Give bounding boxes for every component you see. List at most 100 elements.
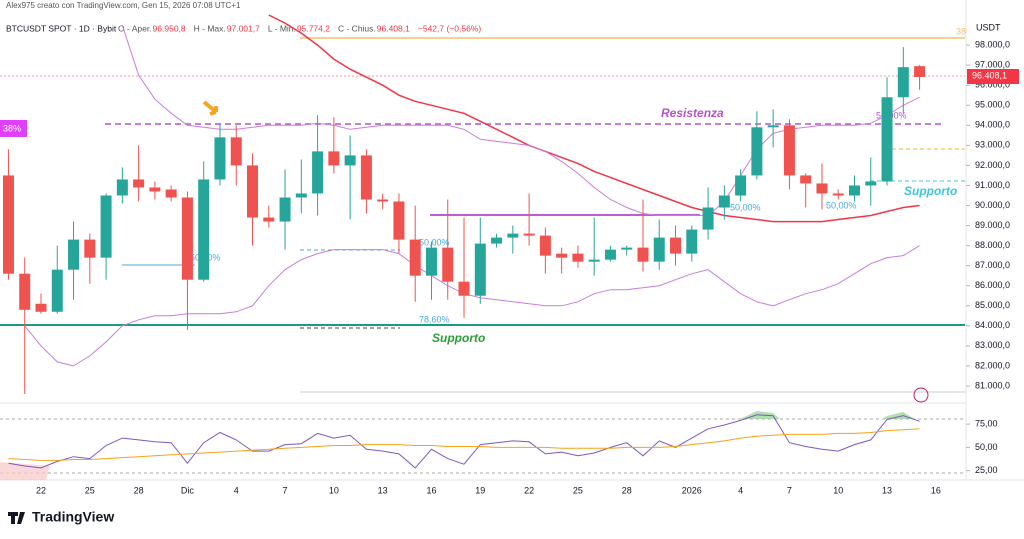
price-box — [967, 69, 1019, 84]
x-tick-label: 10 — [833, 485, 843, 495]
candle-body — [409, 239, 421, 276]
line — [24, 245, 920, 367]
candle-body — [133, 179, 145, 188]
candle-body — [35, 303, 47, 312]
ohlc-change: −542,7 (−0,56%) — [418, 23, 481, 33]
ohlc-value: 96.408,1 — [377, 23, 410, 33]
x-tick-label: 13 — [378, 485, 388, 495]
candle-body — [686, 229, 698, 254]
candle-body — [442, 247, 454, 282]
y-tick-label: 82.000,0 — [975, 360, 1010, 370]
author: Alex975 creato con TradingView.com, Gen … — [6, 1, 241, 10]
candle-body — [491, 237, 503, 244]
y-tick-label: 93.000,0 — [975, 140, 1010, 150]
label-box — [0, 120, 27, 137]
candle-body — [865, 181, 877, 186]
annotation: 50,00% — [730, 202, 761, 212]
candle-body — [702, 207, 714, 230]
currency: USDT — [976, 22, 1001, 32]
candle-body — [279, 197, 291, 222]
candle-body — [295, 193, 307, 198]
x-tick-label: 4 — [738, 485, 743, 495]
x-tick-label: 7 — [787, 485, 792, 495]
candle-body — [68, 239, 80, 270]
annotation: 38% — [3, 123, 21, 133]
candle-body — [637, 247, 649, 262]
y-tick-label: 86.000,0 — [975, 280, 1010, 290]
ohlc-value: 97.001,7 — [227, 23, 260, 33]
x-tick-label: 10 — [329, 485, 339, 495]
symbol: BTCUSDT SPOT · 1D · Bybit — [6, 23, 117, 33]
candle-body — [523, 233, 535, 236]
candle-body — [312, 151, 324, 194]
x-tick-label: 2026 — [682, 485, 702, 495]
candle-body — [670, 237, 682, 254]
candle-body — [328, 151, 340, 166]
candle-body — [214, 137, 226, 180]
ohlc-value: 96.950,8 — [153, 23, 186, 33]
candle-body — [881, 97, 893, 182]
icon — [913, 387, 929, 403]
candle-body — [897, 67, 909, 98]
candle-body — [767, 125, 779, 128]
x-tick-label: 4 — [234, 485, 239, 495]
candle-body — [377, 199, 389, 202]
y-tick-label: 50,00 — [975, 442, 998, 452]
x-tick-label: 25 — [85, 485, 95, 495]
x-tick-label: 16 — [931, 485, 941, 495]
candle-body — [507, 233, 519, 238]
candle-body — [653, 237, 665, 262]
x-tick-label: Dic — [181, 485, 194, 495]
ohlc-label: C - Chius. — [338, 23, 376, 33]
candle-body — [816, 183, 828, 194]
last-price: 96.408,1 — [972, 70, 1007, 80]
candle-body — [735, 175, 747, 196]
logo: TradingView — [32, 509, 114, 525]
candle-body — [556, 253, 568, 258]
y-tick-label: 95.000,0 — [975, 100, 1010, 110]
y-tick-label: 90.000,0 — [975, 200, 1010, 210]
ohlc-label: L - Min. — [268, 23, 296, 33]
candle-body — [751, 127, 763, 176]
candle-body — [84, 239, 96, 258]
y-tick-label: 87.000,0 — [975, 260, 1010, 270]
candle-body — [832, 193, 844, 196]
annotation: 38 — [956, 26, 966, 36]
y-tick-label: 25,00 — [975, 465, 998, 475]
candle-body — [474, 243, 486, 296]
x-tick-label: 22 — [524, 485, 534, 495]
annotation: 78,60% — [419, 314, 450, 324]
annotation: 50,00% — [419, 237, 450, 247]
y-tick-label: 81.000,0 — [975, 380, 1010, 390]
candle-body — [718, 195, 730, 208]
y-tick-label: 85.000,0 — [975, 300, 1010, 310]
candle-body — [198, 179, 210, 280]
candle-body — [2, 175, 14, 274]
y-tick-label: 91.000,0 — [975, 180, 1010, 190]
line — [268, 14, 920, 223]
candle-body — [116, 179, 128, 196]
candle-body — [458, 281, 470, 296]
candle-body — [588, 259, 600, 262]
candle-body — [572, 253, 584, 262]
x-tick-label: 22 — [36, 485, 46, 495]
annotation: Resistenza — [661, 106, 724, 120]
x-tick-label: 25 — [573, 485, 583, 495]
rsi-overbought-fill — [740, 411, 915, 419]
y-tick-label: 75,00 — [975, 418, 998, 428]
candle-body — [149, 187, 161, 192]
y-tick-label: 88.000,0 — [975, 240, 1010, 250]
y-tick-label: 84.000,0 — [975, 320, 1010, 330]
candle-body — [849, 185, 860, 196]
candle-body — [51, 269, 63, 312]
y-tick-label: 92.000,0 — [975, 160, 1010, 170]
ohlc-legend: O - Aper. 96.950,8 H - Max. 97.001,7 L - Min… — [118, 23, 481, 33]
line — [8, 414, 920, 469]
candle-body — [800, 175, 812, 184]
drawings — [0, 0, 1024, 524]
x-tick-label: 28 — [134, 485, 144, 495]
ohlc-value: 95.774,2 — [297, 23, 330, 33]
candle-body — [604, 249, 616, 260]
